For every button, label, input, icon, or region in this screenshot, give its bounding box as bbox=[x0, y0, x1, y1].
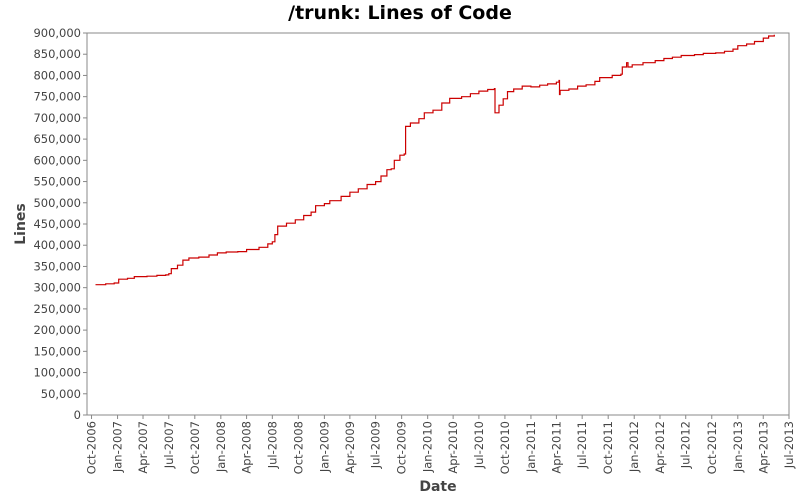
y-tick-label: 400,000 bbox=[33, 238, 81, 252]
y-tick-label: 850,000 bbox=[33, 47, 81, 61]
y-tick-label: 750,000 bbox=[33, 90, 81, 104]
y-tick-label: 550,000 bbox=[33, 175, 81, 189]
x-tick-label: Jul-2012 bbox=[679, 421, 693, 469]
y-tick-label: 500,000 bbox=[33, 196, 81, 210]
series-line-loc bbox=[95, 34, 775, 286]
x-tick-label: Jul-2009 bbox=[369, 421, 383, 469]
x-tick-label: Apr-2011 bbox=[549, 421, 563, 474]
y-tick-label: 350,000 bbox=[33, 259, 81, 273]
y-tick-label: 600,000 bbox=[33, 153, 81, 167]
y-tick-label: 200,000 bbox=[33, 323, 81, 337]
x-tick-label: Oct-2010 bbox=[498, 421, 512, 474]
x-tick-label: Oct-2006 bbox=[85, 421, 99, 474]
x-tick-label: Jan-2010 bbox=[421, 421, 435, 473]
x-tick-label: Apr-2013 bbox=[756, 421, 770, 474]
x-tick-label: Jan-2007 bbox=[111, 421, 125, 473]
y-tick-label: 650,000 bbox=[33, 132, 81, 146]
x-tick-label: Oct-2011 bbox=[601, 421, 615, 474]
x-tick-label: Jul-2008 bbox=[265, 421, 279, 469]
y-tick-label: 300,000 bbox=[33, 281, 81, 295]
x-tick-label: Jan-2008 bbox=[214, 421, 228, 473]
x-tick-label: Jul-2011 bbox=[575, 421, 589, 469]
y-tick-label: 700,000 bbox=[33, 111, 81, 125]
x-axis: Oct-2006 Jan-2007 Apr-2007 Jul-2007 Oct-2007… bbox=[85, 415, 796, 474]
y-tick-label: 450,000 bbox=[33, 217, 81, 231]
x-tick-label: Apr-2009 bbox=[343, 421, 357, 474]
x-tick-label: Jan-2013 bbox=[731, 421, 745, 473]
plot-area bbox=[86, 32, 790, 416]
chart-title: /trunk: Lines of Code bbox=[288, 2, 512, 24]
y-tick-label: 100,000 bbox=[33, 366, 81, 380]
x-tick-label: Jul-2013 bbox=[782, 421, 796, 469]
x-tick-label: Oct-2012 bbox=[705, 421, 719, 474]
y-tick-label: 900,000 bbox=[33, 26, 81, 40]
y-axis-label: Lines bbox=[13, 203, 29, 245]
y-tick-label: 250,000 bbox=[33, 302, 81, 316]
x-tick-label: Oct-2008 bbox=[291, 421, 305, 474]
x-tick-label: Oct-2009 bbox=[395, 421, 409, 474]
x-tick-label: Jan-2011 bbox=[524, 421, 538, 473]
y-tick-label: 50,000 bbox=[41, 387, 81, 401]
y-tick-label: 150,000 bbox=[33, 344, 81, 358]
x-tick-label: Apr-2007 bbox=[136, 421, 150, 474]
y-tick-label: 0 bbox=[74, 408, 81, 422]
x-tick-label: Jul-2010 bbox=[472, 421, 486, 469]
x-tick-label: Jan-2012 bbox=[627, 421, 641, 473]
x-tick-label: Apr-2008 bbox=[240, 421, 254, 474]
x-tick-label: Oct-2007 bbox=[188, 421, 202, 474]
x-tick-label: Apr-2010 bbox=[446, 421, 460, 474]
x-tick-label: Jan-2009 bbox=[317, 421, 331, 473]
x-tick-label: Jul-2007 bbox=[162, 421, 176, 469]
x-axis-label: Date bbox=[419, 479, 456, 495]
x-tick-label: Apr-2012 bbox=[653, 421, 667, 474]
y-tick-label: 800,000 bbox=[33, 68, 81, 82]
y-axis: 0 50,000 100,000 150,000 200,000 250,000 300,0… bbox=[33, 26, 87, 422]
